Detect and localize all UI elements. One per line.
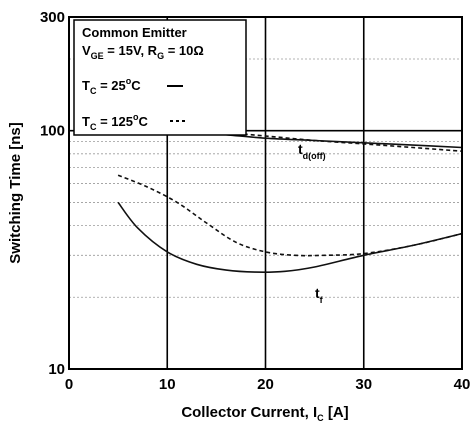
legend-box bbox=[73, 19, 247, 136]
x-axis-title: Collector Current, IC [A] bbox=[181, 404, 348, 423]
x-tick-label: 20 bbox=[257, 376, 274, 393]
legend-title: Common Emitter bbox=[82, 25, 187, 40]
legend-conditions: VGE = 15V, RG = 10Ω bbox=[82, 43, 204, 61]
x-tick-label: 10 bbox=[159, 376, 176, 393]
legend: Common Emitter VGE = 15V, RG = 10Ω TC = … bbox=[73, 19, 247, 136]
legend-entry-125c: TC = 125oC bbox=[82, 112, 148, 132]
curve-label-td-off: td(off) bbox=[298, 141, 326, 161]
legend-entry-25c: TC = 25oC bbox=[82, 76, 141, 96]
y-tick-label: 10 bbox=[48, 361, 65, 378]
x-tick-label: 0 bbox=[65, 376, 73, 393]
y-axis-title: Switching Time [ns] bbox=[7, 122, 24, 263]
series-layer bbox=[117, 123, 463, 273]
x-tick-label: 40 bbox=[454, 376, 471, 393]
x-tick-label: 30 bbox=[355, 376, 372, 393]
series-line-tf-125c bbox=[117, 174, 463, 257]
plot-frame bbox=[68, 16, 463, 370]
y-tick-label: 300 bbox=[40, 9, 65, 26]
y-tick-label: 100 bbox=[40, 123, 65, 140]
series-line-tf-25c bbox=[117, 201, 463, 273]
curve-label-tf: tf bbox=[315, 285, 324, 305]
